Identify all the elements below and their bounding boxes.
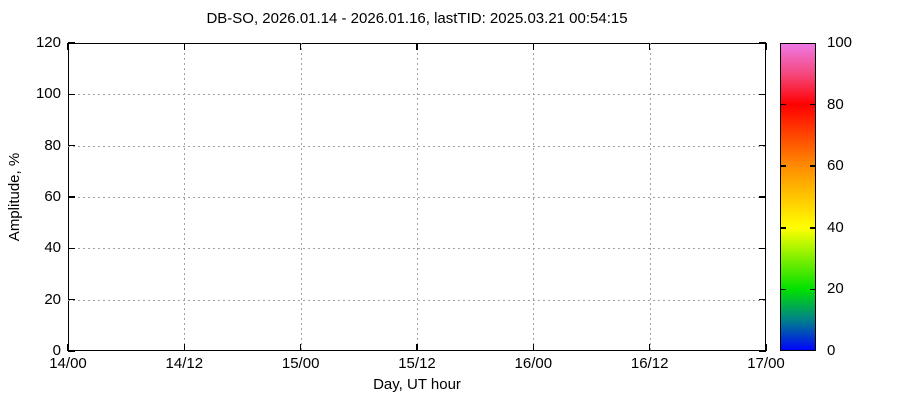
colorbar-tick-mark — [780, 165, 786, 167]
y-gridline — [68, 248, 766, 250]
y-tick-mark — [68, 247, 75, 250]
y-gridline — [68, 197, 766, 198]
y-tick-mark — [759, 42, 766, 44]
y-tick-label: 80 — [44, 136, 61, 154]
y-tick-mark — [68, 93, 75, 96]
y-tick-mark — [68, 298, 75, 301]
colorbar-tick-mark — [810, 165, 816, 167]
plot-area — [67, 42, 767, 352]
x-axis-label: Day, UT hour — [373, 376, 461, 393]
colorbar-tick-mark — [810, 288, 816, 291]
x-tick-label: 16/00 — [514, 355, 553, 372]
x-tick-label: 15/12 — [398, 355, 436, 372]
colorbar-tick-mark — [810, 103, 816, 106]
y-tick-label: 120 — [35, 34, 61, 51]
y-gridline — [68, 299, 766, 301]
y-tick-label: 20 — [44, 290, 61, 308]
colorbar-tick-mark — [810, 227, 816, 229]
x-tick-mark — [532, 43, 535, 50]
y-tick-mark — [759, 144, 766, 147]
x-tick-mark — [299, 344, 302, 351]
x-tick-mark — [765, 43, 767, 50]
y-tick-label: 0 — [52, 342, 61, 359]
x-tick-mark — [648, 344, 651, 351]
y-tick-mark — [68, 144, 75, 147]
y-tick-mark — [68, 350, 75, 352]
colorbar-tick-label: 0 — [827, 342, 836, 359]
y-tick-mark — [759, 196, 766, 198]
chart-title: DB-SO, 2026.01.14 - 2026.01.16, lastTID:… — [206, 10, 628, 27]
x-tick-mark — [416, 344, 418, 351]
x-tick-label: 16/12 — [630, 355, 669, 372]
x-tick-mark — [416, 43, 418, 50]
x-tick-label: 14/00 — [49, 355, 87, 372]
colorbar-gradient — [780, 43, 816, 351]
x-tick-label: 15/00 — [281, 355, 320, 372]
colorbar-tick-label: 20 — [827, 280, 844, 298]
x-tick-mark — [299, 43, 302, 50]
y-tick-mark — [759, 298, 766, 301]
y-tick-mark — [68, 42, 75, 44]
colorbar-tick-mark — [780, 103, 786, 106]
x-tick-mark — [67, 344, 69, 351]
y-gridline — [68, 94, 766, 96]
x-tick-mark — [532, 344, 535, 351]
y-gridline — [68, 145, 766, 147]
colorbar-tick-label: 40 — [827, 218, 844, 236]
colorbar-tick-mark — [780, 227, 786, 229]
colorbar-tick-mark — [780, 288, 786, 291]
colorbar-tick-label: 80 — [827, 95, 844, 113]
x-tick-mark — [648, 43, 651, 50]
x-tick-label: 17/00 — [747, 355, 785, 372]
y-tick-label: 40 — [44, 239, 61, 257]
x-tick-mark — [183, 43, 186, 50]
y-tick-label: 60 — [44, 188, 61, 205]
y-tick-mark — [759, 247, 766, 250]
colorbar — [780, 43, 816, 351]
x-tick-mark — [67, 43, 69, 50]
y-tick-mark — [68, 196, 75, 198]
x-tick-mark — [183, 344, 186, 351]
x-tick-mark — [765, 344, 767, 351]
y-tick-label: 100 — [35, 85, 61, 103]
y-tick-mark — [759, 93, 766, 96]
y-tick-mark — [759, 350, 766, 352]
x-tick-label: 14/12 — [165, 355, 204, 372]
colorbar-tick-label: 60 — [827, 157, 844, 175]
colorbar-tick-label: 100 — [827, 34, 853, 51]
